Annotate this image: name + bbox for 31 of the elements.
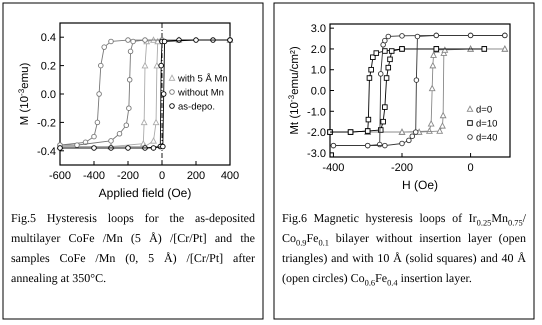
x-tick-label: 400 bbox=[220, 170, 240, 182]
x-tick-label: -200 bbox=[116, 170, 140, 182]
y-tick-label: 1.0 bbox=[310, 64, 326, 77]
y-tick-label: -2.0 bbox=[307, 127, 326, 140]
y-tick-label: -0.2 bbox=[37, 117, 56, 130]
y-tick-label: 0.4 bbox=[40, 32, 56, 44]
y-tick-label: 2.0 bbox=[310, 44, 326, 56]
legend-label: d=10 bbox=[476, 118, 498, 130]
x-axis-title: H (Oe) bbox=[402, 178, 438, 192]
legend-label: without Mn bbox=[177, 88, 224, 98]
x-tick-label: 0 bbox=[468, 162, 474, 174]
x-tick-label: -400 bbox=[322, 162, 344, 174]
x-axis-title: Applied field (Oe) bbox=[98, 186, 192, 200]
x-tick-label: 0 bbox=[158, 170, 166, 182]
y-tick-label: 0.2 bbox=[40, 60, 56, 73]
y-tick-label: -1.0 bbox=[307, 106, 326, 118]
text: Fig.5 Hysteresis loops for the as-deposited multilayer CoFe /Mn (5 Å) /[Cr/Pt] and the samples CoFe /Mn (0, 5 Å) /[Cr/Pt] after annealing at 350°C. bbox=[11, 211, 255, 285]
legend-label: d=0 bbox=[476, 104, 492, 116]
y-tick-label: 0.0 bbox=[40, 89, 56, 101]
y-tick-label: -0.4 bbox=[37, 146, 56, 158]
x-tick-label: -200 bbox=[390, 162, 414, 174]
x-tick-label: -600 bbox=[48, 170, 72, 182]
y-tick-label: 3.0 bbox=[310, 23, 326, 36]
legend-label: as-depo. bbox=[178, 102, 215, 112]
y-tick-label: 0.0 bbox=[310, 86, 326, 98]
text: Fig.6 Magnetic hysteresis loops of Ir$_{0.25}$Mn$_{0.75}$/Co$_{0.9}$Fe$_{0.1}$ bilayer without insertion layer (open triangles) and with 10 Å (solid squares) and 40 Å (open circles) Co$_{0.6}$Fe$_{0.4}$ insertion layer. bbox=[282, 211, 526, 288]
y-tick-label: -3.0 bbox=[307, 148, 326, 160]
x-tick-label: 200 bbox=[186, 170, 206, 182]
legend-label: with 5 Å Mn bbox=[177, 72, 228, 84]
x-tick-label: -400 bbox=[82, 170, 106, 182]
legend-label: d=40 bbox=[476, 132, 498, 144]
